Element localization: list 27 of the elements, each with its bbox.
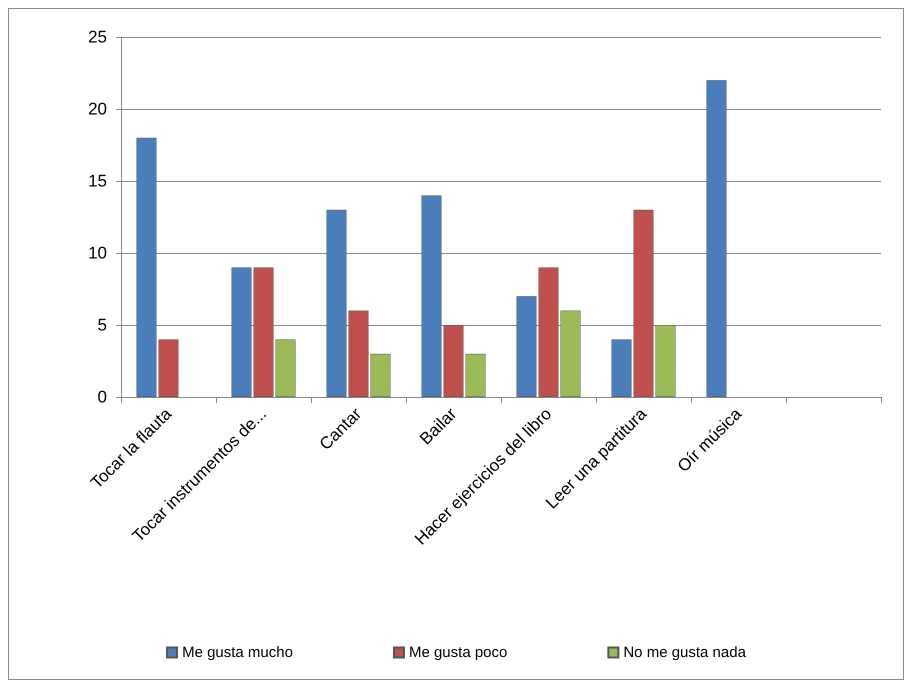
bar xyxy=(634,210,654,397)
bar xyxy=(706,80,726,397)
y-tick-label: 20 xyxy=(88,100,107,118)
legend-label: Me gusta mucho xyxy=(182,644,293,661)
y-tick-label: 5 xyxy=(98,316,107,334)
bar xyxy=(656,325,676,397)
y-tick-label: 25 xyxy=(88,28,107,46)
bar xyxy=(326,210,346,397)
bar xyxy=(466,354,486,397)
bar xyxy=(276,339,296,397)
bar xyxy=(348,310,368,397)
bar xyxy=(232,267,252,397)
bar xyxy=(370,354,390,397)
bar xyxy=(422,195,442,397)
bar xyxy=(612,339,632,397)
bar xyxy=(516,296,536,397)
y-tick-label: 0 xyxy=(98,388,107,406)
bar xyxy=(136,138,156,397)
bar xyxy=(444,325,464,397)
legend-label: Me gusta poco xyxy=(408,644,508,661)
y-tick-label: 10 xyxy=(88,244,107,262)
bar xyxy=(560,310,580,397)
y-tick-label: 15 xyxy=(88,172,107,190)
bar xyxy=(538,267,558,397)
bar xyxy=(254,267,274,397)
legend-label: No me gusta nada xyxy=(623,644,747,661)
bar xyxy=(158,339,178,397)
